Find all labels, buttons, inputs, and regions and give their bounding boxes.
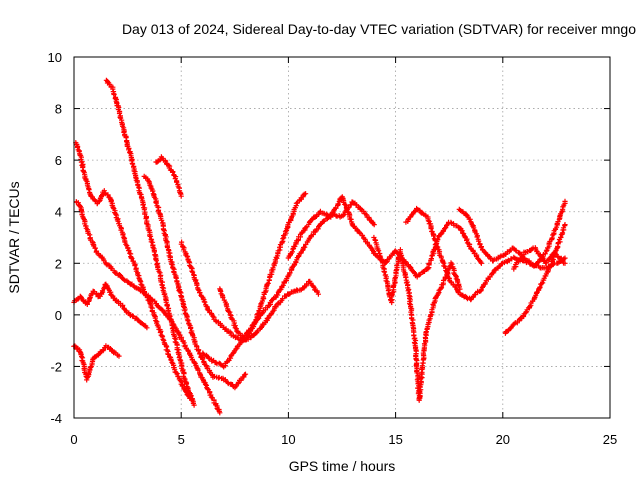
x-tick-label: 25 — [603, 432, 617, 447]
series-arc-2 — [73, 199, 223, 416]
y-tick-label: 6 — [55, 153, 62, 168]
series-markers — [103, 77, 197, 408]
series-arc-15 — [502, 222, 568, 336]
series-markers — [502, 222, 568, 336]
series-markers — [141, 173, 249, 391]
plot-frame — [73, 56, 611, 419]
series-markers — [73, 140, 195, 403]
series-arc-6 — [141, 173, 249, 391]
x-tick-label: 15 — [388, 432, 402, 447]
x-tick-label: 20 — [496, 432, 510, 447]
y-axis-label: SDTVAR / TECUs — [6, 181, 22, 293]
series-markers — [73, 199, 223, 416]
series-arc-7 — [153, 154, 184, 199]
x-tick-label: 0 — [70, 432, 77, 447]
series-arc-12 — [371, 234, 463, 403]
series-arc-1 — [103, 77, 197, 408]
y-tick-label: 8 — [55, 102, 62, 117]
chart-title: Day 013 of 2024, Sidereal Day-to-day VTE… — [122, 21, 636, 37]
y-tick-label: 4 — [55, 205, 62, 220]
y-tick-label: -2 — [50, 359, 62, 374]
series-markers — [217, 191, 309, 343]
series-markers — [371, 234, 463, 403]
series-arc-4 — [71, 343, 122, 383]
series-markers — [71, 343, 122, 383]
y-tick-label: 0 — [55, 308, 62, 323]
series-arc-10 — [217, 191, 309, 343]
x-tick-label: 5 — [178, 432, 185, 447]
series-arc-8 — [178, 239, 321, 343]
y-tick-label: -4 — [50, 411, 62, 426]
series-markers — [178, 239, 321, 343]
series-arc-5 — [73, 140, 195, 403]
series-arc-16 — [511, 245, 568, 272]
y-tick-label: 10 — [48, 50, 62, 65]
series-markers — [511, 245, 568, 272]
y-tick-label: 2 — [55, 256, 62, 271]
x-tick-label: 10 — [281, 432, 295, 447]
grid — [74, 57, 610, 418]
axis-ticks: 0 5 10 15 20 25 -4 -2 0 2 4 6 8 10 — [48, 50, 618, 447]
series-markers — [153, 154, 184, 199]
x-axis-label: GPS time / hours — [289, 458, 396, 474]
series-layer — [71, 77, 568, 416]
